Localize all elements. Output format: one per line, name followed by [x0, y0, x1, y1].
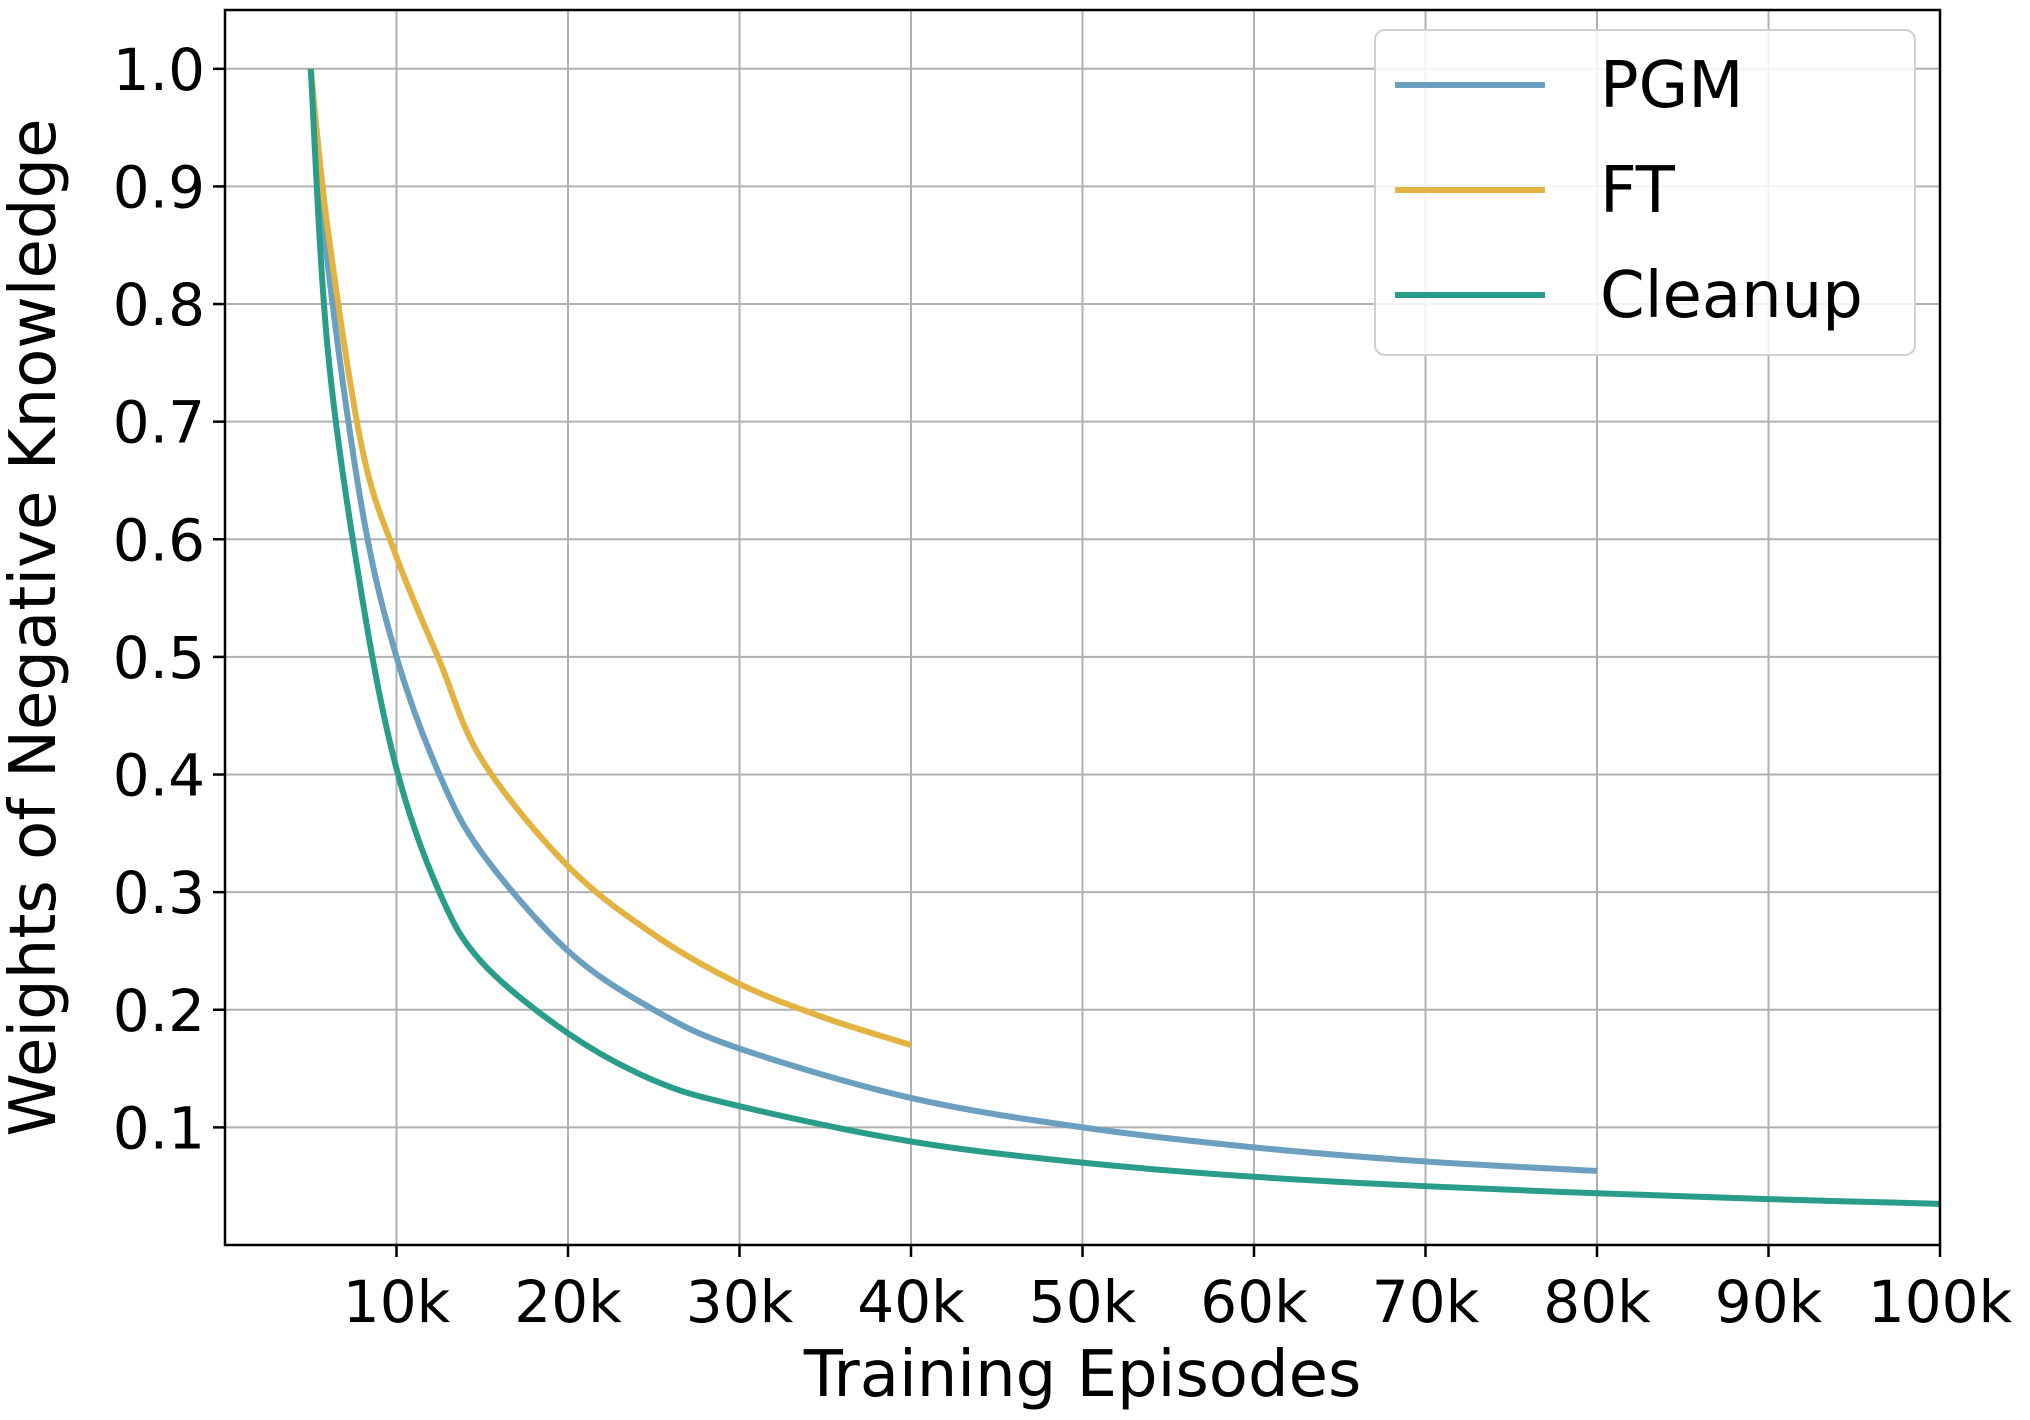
x-tick-label-0: 10k: [343, 1268, 451, 1336]
legend: PGM FT Cleanup: [1374, 29, 1916, 356]
series-line-ft: [307, 68, 912, 1048]
y-tick-label-9: 1.0: [113, 36, 205, 104]
y-axis-title: Weights of Negative Knowledge: [0, 118, 71, 1136]
x-tick-label-4: 50k: [1029, 1268, 1137, 1336]
x-axis-ticks: 10k 20k 30k 40k 50k 60k 70k 80k 90k 100k: [343, 1245, 2013, 1336]
legend-label-pgm: PGM: [1600, 49, 1743, 123]
y-tick-label-2: 0.3: [113, 859, 205, 927]
x-tick-label-7: 80k: [1543, 1268, 1651, 1336]
y-tick-label-6: 0.7: [113, 389, 205, 457]
y-axis-ticks: 0.1 0.2 0.3 0.4 0.5 0.6 0.7 0.8 0.9 1.0: [113, 36, 225, 1162]
x-tick-label-8: 90k: [1715, 1268, 1823, 1336]
series-line-pgm: [307, 68, 1598, 1174]
y-tick-label-3: 0.4: [113, 742, 205, 810]
y-tick-label-7: 0.8: [113, 271, 205, 339]
y-tick-label-1: 0.2: [113, 977, 205, 1045]
x-axis-title: Training Episodes: [803, 1338, 1362, 1412]
x-tick-label-3: 40k: [857, 1268, 965, 1336]
y-tick-label-5: 0.6: [113, 506, 205, 574]
x-tick-label-6: 70k: [1372, 1268, 1480, 1336]
y-tick-label-0: 0.1: [113, 1094, 205, 1162]
y-tick-label-4: 0.5: [113, 624, 205, 692]
legend-box: [1374, 29, 1916, 356]
series-line-cleanup: [307, 68, 1941, 1207]
series-layer: [307, 68, 1941, 1207]
legend-label-ft: FT: [1600, 154, 1676, 228]
x-tick-label-5: 60k: [1200, 1268, 1308, 1336]
y-tick-label-8: 0.9: [113, 153, 205, 221]
x-tick-label-2: 30k: [686, 1268, 794, 1336]
x-tick-label-1: 20k: [514, 1268, 622, 1336]
x-tick-label-9: 100k: [1868, 1268, 2013, 1336]
legend-label-cleanup: Cleanup: [1600, 259, 1863, 333]
